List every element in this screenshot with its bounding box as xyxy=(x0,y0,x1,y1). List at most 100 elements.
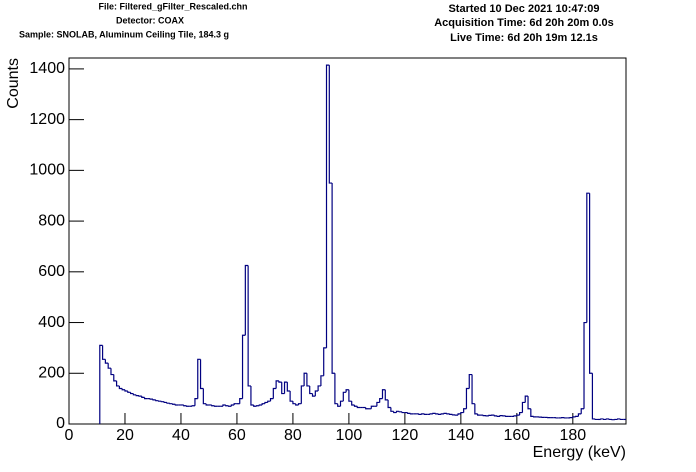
histogram-bin xyxy=(211,404,215,407)
histogram-bin xyxy=(213,405,218,407)
histogram-bin xyxy=(572,416,576,418)
histogram-bin xyxy=(169,403,173,405)
x-tick-label: 60 xyxy=(228,427,246,444)
histogram-bin xyxy=(435,413,439,415)
histogram-bin xyxy=(174,404,179,406)
histogram-bin xyxy=(286,382,291,392)
histogram-bin xyxy=(244,264,249,336)
y-tick-label: 1400 xyxy=(29,60,65,77)
histogram-bin xyxy=(104,359,109,364)
histogram-bin xyxy=(197,358,201,399)
histogram-bin xyxy=(325,64,330,348)
histogram-bin xyxy=(423,413,428,415)
histogram-bin xyxy=(311,393,316,397)
histogram-bin xyxy=(437,413,442,415)
histogram-bin xyxy=(381,389,386,399)
histogram-bin xyxy=(337,403,341,407)
histogram-bin xyxy=(135,394,139,397)
histogram-bin xyxy=(258,404,263,406)
histogram-bin xyxy=(295,403,299,406)
x-tick-label: 180 xyxy=(559,427,586,444)
histogram-bin xyxy=(468,373,473,389)
histogram-bin xyxy=(132,393,137,396)
histogram-bin xyxy=(222,404,226,407)
histogram-bin xyxy=(269,398,274,402)
x-tick-label: 0 xyxy=(65,427,74,444)
histogram-bin xyxy=(440,413,445,415)
y-axis-label: Counts xyxy=(5,58,22,109)
y-tick-label: 200 xyxy=(38,364,65,381)
histogram-bin xyxy=(306,373,310,387)
histogram-bin xyxy=(465,387,470,409)
histogram-bin xyxy=(482,415,487,417)
x-tick-label: 160 xyxy=(503,427,530,444)
histogram-bin xyxy=(143,397,148,400)
histogram-bin xyxy=(393,411,397,414)
histogram-bin xyxy=(152,399,156,401)
histogram-bin xyxy=(334,373,338,405)
histogram-bin xyxy=(460,411,464,414)
histogram-bin xyxy=(401,411,405,414)
histogram-bin xyxy=(390,407,394,412)
histogram-bin xyxy=(345,389,349,393)
histogram-bin xyxy=(328,65,333,184)
histogram-bin xyxy=(163,401,167,404)
histogram-bin xyxy=(138,395,142,397)
histogram-bin xyxy=(575,415,579,417)
file-label: File: Filtered_gFilter_Rescaled.chn xyxy=(98,1,247,11)
histogram-bin xyxy=(281,382,285,395)
histogram-bin xyxy=(239,398,243,404)
histogram-bin xyxy=(303,372,307,386)
histogram-bin xyxy=(395,410,400,413)
histogram-bin xyxy=(157,400,162,402)
histogram-bin xyxy=(342,391,347,402)
histogram-bin xyxy=(474,403,478,415)
histogram-bin xyxy=(255,405,260,407)
histogram-bin xyxy=(519,411,523,416)
y-tick-label: 600 xyxy=(38,263,65,280)
histogram-bin xyxy=(471,374,475,405)
histogram-bin xyxy=(166,402,170,404)
histogram-bin xyxy=(583,321,587,409)
histogram-bin xyxy=(496,415,501,417)
histogram-bin xyxy=(292,401,296,405)
histogram-bin xyxy=(241,334,246,399)
histogram-bin xyxy=(594,418,599,421)
histogram-bin xyxy=(191,405,195,407)
y-tick-label: 400 xyxy=(38,314,65,331)
histogram-bin xyxy=(323,347,327,376)
histogram-bin xyxy=(300,385,305,404)
histogram-bin xyxy=(365,407,369,410)
histogram-bin xyxy=(451,414,456,416)
histogram-bin xyxy=(149,398,153,400)
histogram-bin xyxy=(513,415,517,417)
histogram-bin xyxy=(121,388,125,391)
histogram-bin xyxy=(225,404,229,407)
histogram-bin xyxy=(185,405,190,407)
histogram-bin xyxy=(533,416,537,418)
x-tick-label: 100 xyxy=(336,427,363,444)
y-tick-label: 1000 xyxy=(29,162,65,179)
histogram-bin xyxy=(605,418,610,420)
histogram-bin xyxy=(230,404,235,407)
histogram-bin xyxy=(351,401,355,406)
histogram-bin xyxy=(384,389,389,401)
histogram-bin xyxy=(107,363,111,369)
histogram-bin xyxy=(524,395,529,403)
x-tick-label: 120 xyxy=(392,427,419,444)
histogram-bin xyxy=(289,391,293,402)
histogram-bin xyxy=(272,387,277,399)
x-axis-label: Energy (keV) xyxy=(533,444,626,461)
acq-label: Acquisition Time: 6d 20h 20m 0.0s xyxy=(434,17,614,29)
x-tick-label: 20 xyxy=(116,427,134,444)
histogram-bin xyxy=(267,400,271,403)
histogram-bin xyxy=(608,418,613,421)
histogram-bin xyxy=(233,403,237,405)
histogram-bin xyxy=(409,413,414,415)
histogram-bin xyxy=(421,413,425,415)
histogram-bin xyxy=(488,414,492,416)
histogram-bin xyxy=(275,380,279,389)
histogram-bin xyxy=(432,412,436,414)
y-tick-label: 1200 xyxy=(29,111,65,128)
